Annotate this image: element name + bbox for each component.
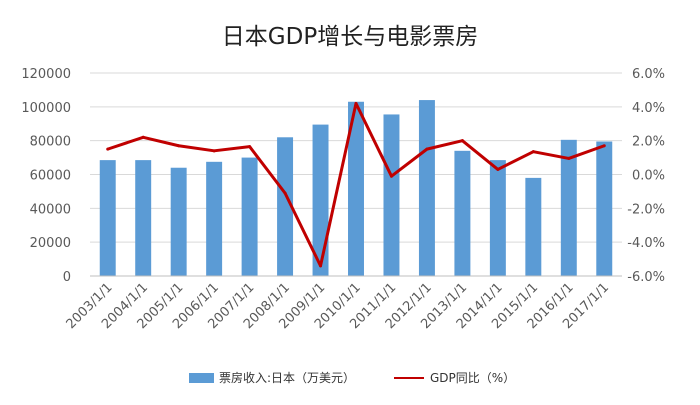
bar [312,124,329,277]
line-point [531,150,535,154]
bar [348,101,364,276]
y-left-tick-label: 100000 [21,101,71,116]
bar [241,157,258,276]
y-right-tick-label: 6.0% [632,67,665,82]
y-right-tick-label: -2.0% [627,202,665,217]
legend: 票房收入:日本（万美元） GDP同比（%） [189,370,515,385]
line-point [354,101,358,105]
legend-line-label: GDP同比（%） [430,371,515,385]
bar [454,150,471,276]
y-left-tick-label: 120000 [21,67,71,82]
line-point [425,147,429,151]
bar [170,167,187,276]
y-right-tick-label: -6.0% [627,270,665,285]
y-right-tick-label: 2.0% [632,135,665,150]
bar [596,141,613,276]
line-point [389,174,393,178]
bar [99,160,116,276]
line-point [319,264,323,268]
bar [489,160,506,276]
legend-bar-swatch [189,373,214,383]
chart-title: 日本GDP增长与电影票房 [222,24,478,50]
y-left-tick-label: 20000 [30,236,71,251]
line-point [283,191,287,195]
y-left-tick-label: 60000 [30,169,71,184]
legend-bar-label: 票房收入:日本（万美元） [219,370,355,385]
bar [135,160,152,276]
line-point [141,135,145,139]
bar-series [99,100,613,277]
y-left-tick-label: 40000 [30,202,71,217]
line-point [106,147,110,151]
bar [383,114,400,276]
line-point [460,139,464,143]
y-right-tick-label: -4.0% [627,236,665,251]
line-series [106,101,606,268]
bar [560,139,577,276]
bar [206,161,223,276]
line-point [567,156,571,160]
line-point [177,144,181,148]
y-right-tick-label: 0.0% [632,169,665,184]
y-left-tick-label: 0 [63,270,71,285]
y-right-tick-label: 4.0% [632,101,665,116]
y-left-tick-label: 80000 [30,135,71,150]
bar [277,137,294,276]
bar [525,177,542,276]
line-point [248,145,252,149]
line-point [212,149,216,153]
bar [418,100,435,276]
line-point [496,167,500,171]
line-point [602,144,606,148]
